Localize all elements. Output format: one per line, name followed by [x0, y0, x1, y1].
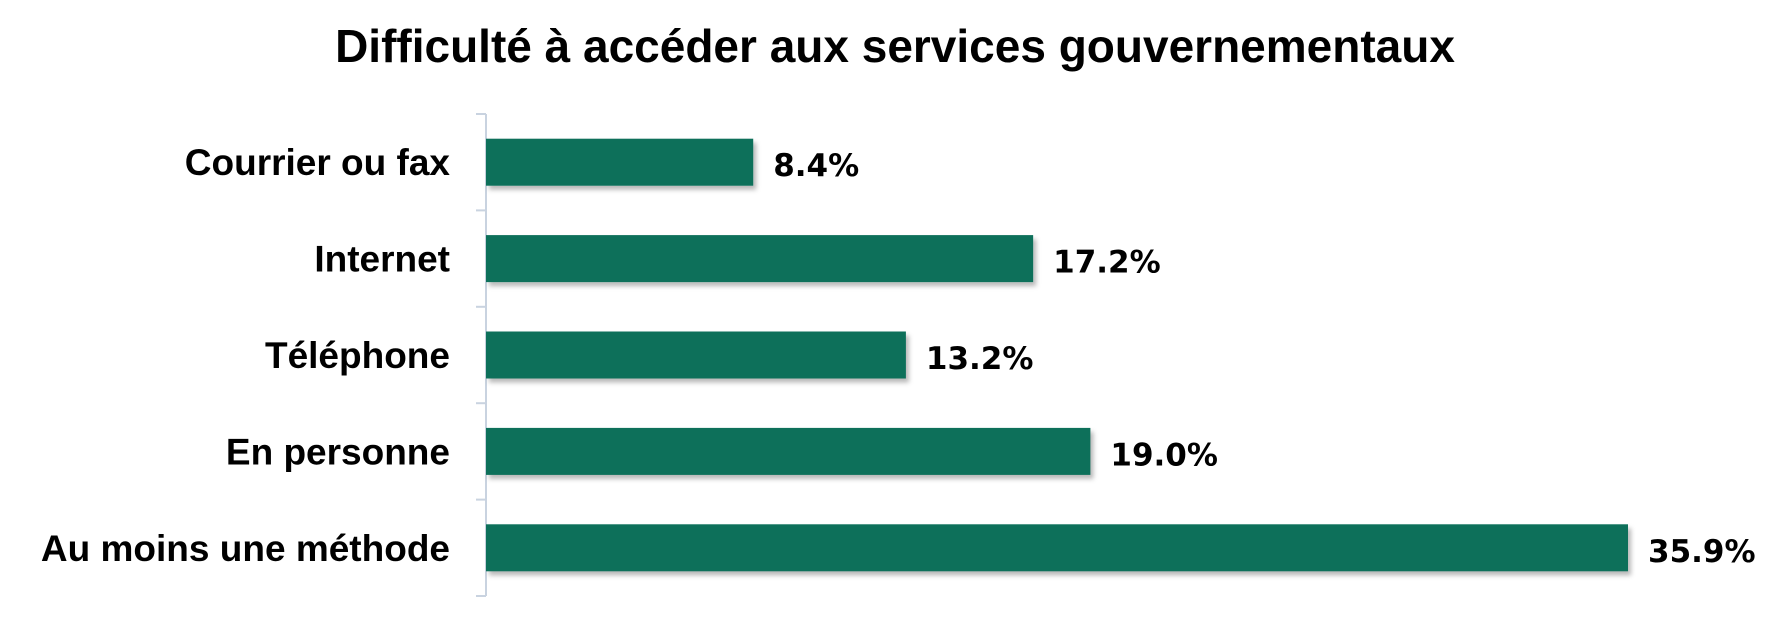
category-label: Internet: [314, 239, 450, 280]
bar: [486, 331, 906, 379]
category-axis: [476, 113, 487, 597]
bar: [486, 427, 1091, 475]
bar: [486, 524, 1628, 572]
data-label: 19.0%: [1110, 437, 1218, 473]
data-label: 8.4%: [773, 148, 859, 184]
data-label: 35.9%: [1648, 534, 1756, 570]
category-labels: Courrier ou fax Internet Téléphone En perso…: [41, 142, 450, 569]
chart-title: Difficulté à accéder aux services gouver…: [335, 20, 1455, 72]
category-label: En personne: [226, 431, 450, 472]
bars: [486, 138, 1628, 572]
category-label: Au moins une méthode: [41, 528, 450, 569]
value-labels: 8.4% 17.2% 13.2% 19.0% 35.9%: [773, 148, 1755, 570]
data-label: 17.2%: [1053, 245, 1161, 281]
category-label: Courrier ou fax: [185, 142, 451, 183]
data-label: 13.2%: [926, 341, 1034, 377]
category-label: Téléphone: [265, 335, 450, 376]
bar: [486, 138, 754, 186]
bar: [486, 235, 1034, 283]
